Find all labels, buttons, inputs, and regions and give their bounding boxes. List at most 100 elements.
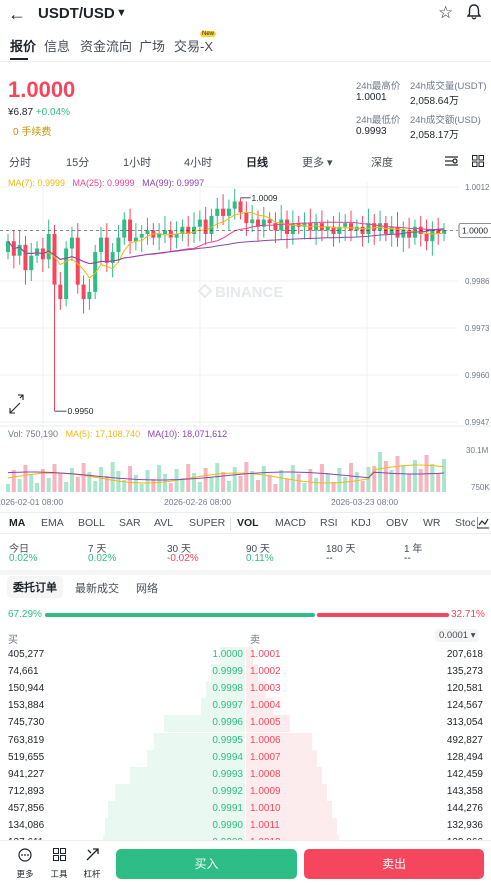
candle-body bbox=[52, 234, 57, 285]
volume-bar bbox=[69, 468, 74, 492]
volume-bar bbox=[221, 472, 226, 492]
ind-macd[interactable]: MACD bbox=[275, 517, 306, 529]
interval-15m[interactable]: 15分 bbox=[66, 157, 90, 169]
candle-body bbox=[93, 252, 98, 292]
perf-value: -- bbox=[404, 553, 411, 564]
bid-price: 0.9991 bbox=[212, 802, 243, 814]
ind-wr[interactable]: WR bbox=[423, 517, 441, 529]
interval-1h[interactable]: 1小时 bbox=[123, 157, 152, 169]
order-book-row[interactable]: 405,277 1.0000 1.0001 207,618 bbox=[0, 647, 491, 664]
bid-qty: 941,227 bbox=[8, 768, 45, 780]
ask-price: 1.0008 bbox=[250, 768, 281, 780]
more-icon[interactable] bbox=[15, 848, 35, 865]
ask-qty: 143,358 bbox=[446, 785, 483, 797]
stat-low: 0.9993 bbox=[356, 126, 387, 137]
tab-underline bbox=[10, 58, 28, 60]
candle-body bbox=[197, 219, 202, 227]
bid-depth-bar bbox=[154, 732, 245, 750]
volume-bar bbox=[23, 465, 28, 492]
candle-body bbox=[104, 237, 109, 263]
order-book-row[interactable]: 457,856 0.9991 1.0010 144,276 bbox=[0, 800, 491, 818]
volume-bar bbox=[250, 471, 255, 492]
ask-depth-bar bbox=[246, 766, 322, 784]
order-book-row[interactable]: 153,884 0.9997 1.0004 124,567 bbox=[0, 698, 491, 716]
x-tick-label: 2026-02-26 08:00 bbox=[164, 497, 231, 507]
volume-bar bbox=[360, 481, 365, 492]
back-arrow-icon[interactable]: ← bbox=[8, 4, 26, 24]
tools-label[interactable]: 工具 bbox=[50, 869, 68, 879]
chart-settings-icon[interactable] bbox=[445, 155, 458, 170]
volume-bar bbox=[232, 467, 237, 492]
pair-title[interactable]: USDT/USD bbox=[38, 5, 115, 22]
ask-depth-bar bbox=[246, 783, 327, 801]
ind-obv[interactable]: OBV bbox=[386, 517, 409, 529]
ind-ma[interactable]: MA bbox=[9, 517, 26, 529]
grid-layout-icon[interactable] bbox=[472, 155, 484, 170]
ratio-buy-fill bbox=[45, 613, 315, 617]
bid-qty: 457,856 bbox=[8, 802, 45, 814]
candle-body bbox=[372, 223, 377, 231]
stat-vol-usdt-label: 24h成交量(USDT) bbox=[410, 81, 487, 92]
candle-body bbox=[46, 234, 51, 260]
volume-bar bbox=[29, 474, 34, 492]
precision-select[interactable]: 0.0001 ▾ bbox=[435, 629, 480, 642]
order-book-row[interactable]: 519,655 0.9994 1.0007 128,494 bbox=[0, 749, 491, 767]
volume-bar bbox=[151, 479, 156, 492]
interval-bar: 分时 15分 1小时 4小时 日线 更多 ▾ 深度 bbox=[0, 150, 491, 172]
order-book-row[interactable]: 745,730 0.9996 1.0005 313,054 bbox=[0, 715, 491, 733]
interval-4h[interactable]: 4小时 bbox=[184, 157, 213, 169]
order-book-row[interactable]: 941,227 0.9993 1.0008 142,459 bbox=[0, 766, 491, 784]
ind-stoch[interactable]: Stoch bbox=[455, 517, 475, 529]
bid-depth-bar bbox=[164, 715, 245, 733]
more-label[interactable]: 更多 bbox=[16, 869, 34, 879]
sell-button[interactable]: 卖出 bbox=[304, 849, 484, 879]
indicator-chart-icon[interactable] bbox=[476, 517, 489, 532]
ask-qty: 313,054 bbox=[446, 717, 483, 729]
interval-more[interactable]: 更多 ▾ bbox=[302, 157, 333, 169]
ind-kdj[interactable]: KDJ bbox=[351, 517, 371, 529]
candle-body bbox=[395, 226, 400, 238]
leverage-label[interactable]: 杠杆 bbox=[83, 869, 101, 879]
tab-fund-flow[interactable]: 资金流向 bbox=[80, 39, 133, 54]
ind-ema[interactable]: EMA bbox=[41, 517, 64, 529]
bell-icon[interactable] bbox=[466, 4, 482, 23]
tools-icon[interactable] bbox=[49, 848, 69, 864]
order-book-row[interactable]: 134,086 0.9990 1.0011 132,936 bbox=[0, 818, 491, 835]
candle-body bbox=[145, 230, 150, 234]
candle-body bbox=[35, 248, 40, 256]
buy-sell-ratio-bar bbox=[45, 613, 449, 617]
order-book-row[interactable]: 763,819 0.9995 1.0006 492,827 bbox=[0, 732, 491, 750]
interval-depth[interactable]: 深度 bbox=[371, 157, 393, 169]
candle-body bbox=[238, 201, 243, 213]
tab-order-book[interactable]: 委托订单 bbox=[7, 576, 63, 598]
ind-rsi[interactable]: RSI bbox=[320, 517, 338, 529]
ind-vol[interactable]: VOL bbox=[237, 517, 259, 529]
ind-sar[interactable]: SAR bbox=[119, 517, 141, 529]
tab-quote[interactable]: 报价 bbox=[10, 39, 37, 54]
volume-bar bbox=[273, 484, 278, 492]
interval-1d[interactable]: 日线 bbox=[246, 157, 268, 169]
tab-recent-trades[interactable]: 最新成交 bbox=[75, 583, 119, 595]
order-book-row[interactable]: 712,893 0.9992 1.0009 143,358 bbox=[0, 783, 491, 801]
tab-info[interactable]: 信息 bbox=[44, 39, 71, 54]
ask-qty: 128,494 bbox=[446, 751, 483, 763]
candle-body bbox=[279, 219, 284, 231]
ind-boll[interactable]: BOLL bbox=[78, 517, 105, 529]
chevron-down-icon[interactable]: ▼ bbox=[116, 7, 127, 19]
order-book-row[interactable]: 150,944 0.9998 1.0003 120,581 bbox=[0, 681, 491, 699]
price-chart[interactable]: 1.0012 0.9986 0.9973 0.9960 0.9947 BINANCE 0.9… bbox=[0, 172, 491, 512]
tab-trade-x[interactable]: 交易-X bbox=[174, 39, 214, 54]
ind-avl[interactable]: AVL bbox=[154, 517, 174, 529]
candle-body bbox=[430, 230, 435, 242]
tab-network[interactable]: 网络 bbox=[136, 583, 158, 595]
candle-body bbox=[221, 208, 226, 216]
star-icon[interactable]: ☆ bbox=[438, 3, 454, 22]
buy-button[interactable]: 买入 bbox=[116, 849, 297, 879]
volume-bar bbox=[197, 482, 202, 492]
order-book-row[interactable]: 74,661 0.9999 1.0002 135,273 bbox=[0, 664, 491, 682]
ind-super[interactable]: SUPER bbox=[189, 517, 226, 529]
volume-bar bbox=[81, 463, 86, 492]
tab-square[interactable]: 广场 bbox=[139, 39, 166, 54]
leverage-icon[interactable] bbox=[82, 848, 102, 864]
interval-line[interactable]: 分时 bbox=[9, 157, 31, 169]
